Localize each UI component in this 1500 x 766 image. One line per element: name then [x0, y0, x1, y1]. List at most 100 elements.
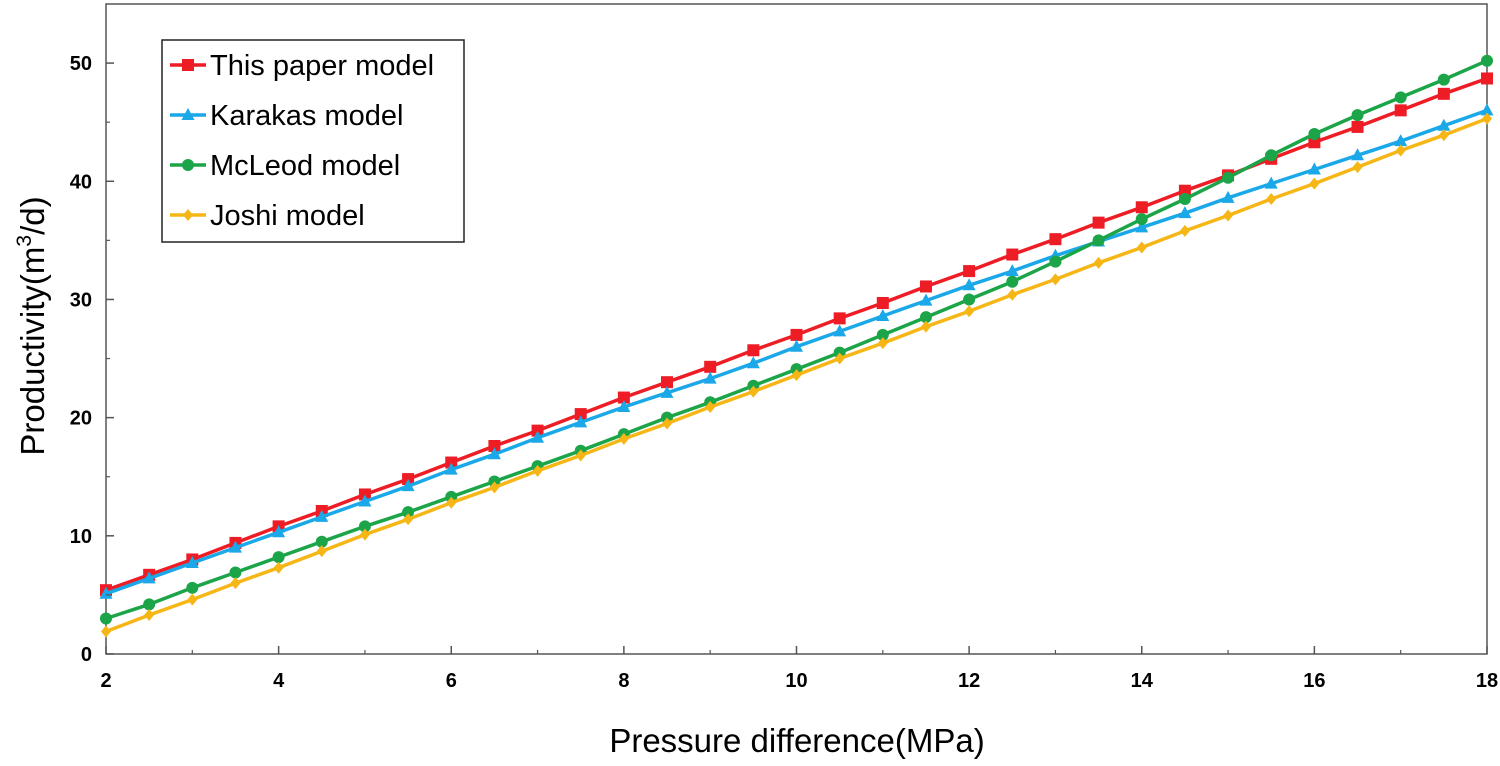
- point-mcleod-model-1: [143, 598, 156, 611]
- point-joshi-model-27: [1266, 193, 1277, 205]
- point-joshi-model-22: [1050, 273, 1061, 286]
- point-karakas-model-0: [99, 586, 113, 599]
- y-axis-label-prefix: Productivity(m: [14, 247, 51, 456]
- point-karakas-model-28: [1307, 162, 1321, 175]
- point-joshi-model-15: [748, 385, 759, 398]
- series-joshi-model: [101, 112, 1492, 638]
- point-mcleod-model-6: [358, 520, 371, 533]
- point-mcleod-model-25: [1178, 193, 1191, 205]
- point-mcleod-model-18: [876, 328, 889, 341]
- point-joshi-model-3: [230, 577, 241, 590]
- point-joshi-model-7: [403, 513, 414, 526]
- point-this-paper-model-11: [574, 408, 587, 421]
- point-joshi-model-12: [618, 432, 629, 445]
- point-mcleod-model-3: [229, 566, 242, 579]
- point-karakas-model-2: [185, 556, 199, 568]
- x-tick-label-10: 10: [785, 670, 807, 692]
- point-this-paper-model-30: [1394, 104, 1407, 117]
- point-karakas-model-6: [358, 494, 372, 507]
- point-joshi-model-5: [316, 545, 327, 558]
- point-mcleod-model-4: [272, 551, 285, 564]
- x-axis-label: Pressure difference(MPa): [609, 722, 984, 759]
- point-mcleod-model-5: [315, 535, 328, 548]
- legend-label-joshi-model: Joshi model: [210, 200, 365, 232]
- point-joshi-model-25: [1179, 224, 1190, 237]
- point-joshi-model-23: [1093, 256, 1104, 269]
- point-this-paper-model-6: [358, 488, 371, 501]
- point-joshi-model-10: [532, 464, 543, 477]
- point-mcleod-model-26: [1222, 171, 1235, 184]
- point-mcleod-model-31: [1437, 73, 1450, 86]
- point-karakas-model-30: [1394, 134, 1408, 147]
- point-joshi-model-1: [144, 609, 155, 621]
- point-this-paper-model-25: [1178, 184, 1191, 197]
- point-this-paper-model-28: [1308, 136, 1321, 149]
- x-tick-label-12: 12: [958, 670, 980, 692]
- y-tick-label-50: 50: [70, 53, 92, 75]
- point-karakas-model-9: [487, 447, 501, 460]
- point-this-paper-model-12: [617, 391, 630, 404]
- point-karakas-model-27: [1264, 176, 1278, 189]
- point-mcleod-model-28: [1308, 128, 1321, 140]
- point-joshi-model-17: [834, 352, 845, 365]
- point-karakas-model-32: [1480, 103, 1494, 116]
- point-this-paper-model-10: [531, 424, 544, 437]
- legend-marker-joshi-model: [183, 209, 193, 221]
- point-karakas-model-5: [315, 509, 329, 522]
- legend-box: [161, 39, 465, 243]
- point-joshi-model-28: [1309, 177, 1320, 190]
- point-mcleod-model-0: [100, 612, 112, 625]
- point-karakas-model-31: [1437, 118, 1451, 131]
- legend-marker-mcleod-model: [182, 159, 194, 171]
- y-tick-label-20: 20: [70, 408, 92, 430]
- y-axis-label: Productivity(m3/d): [13, 196, 51, 455]
- point-mcleod-model-27: [1265, 149, 1278, 162]
- point-karakas-model-8: [444, 462, 458, 475]
- axes: 0 10 20 30 40 50 2 4 6 8 10 12 14 16 18: [70, 53, 1498, 692]
- legend-label-karakas-model: Karakas model: [210, 100, 403, 132]
- point-joshi-model-30: [1395, 144, 1406, 157]
- point-this-paper-model-18: [876, 297, 889, 309]
- y-axis-label-suffix: /d): [14, 196, 51, 235]
- point-this-paper-model-14: [704, 360, 717, 373]
- y-tick-label-40: 40: [70, 171, 92, 193]
- point-joshi-model-13: [662, 417, 673, 430]
- point-karakas-model-20: [962, 278, 976, 291]
- point-karakas-model-26: [1221, 190, 1235, 203]
- x-tick-label-6: 6: [446, 670, 457, 692]
- point-this-paper-model-8: [445, 456, 458, 469]
- series-layer: [99, 54, 1494, 638]
- point-joshi-model-20: [964, 305, 975, 318]
- point-joshi-model-31: [1438, 129, 1449, 142]
- point-joshi-model-21: [1007, 288, 1018, 301]
- point-joshi-model-2: [187, 593, 198, 606]
- x-tick-label-16: 16: [1303, 670, 1325, 692]
- point-this-paper-model-21: [1006, 248, 1019, 261]
- x-tick-label-8: 8: [618, 670, 629, 692]
- point-karakas-model-10: [531, 430, 545, 443]
- point-karakas-model-29: [1351, 148, 1365, 161]
- point-karakas-model-17: [833, 324, 847, 337]
- point-karakas-model-15: [746, 356, 760, 369]
- point-mcleod-model-23: [1092, 234, 1105, 247]
- point-this-paper-model-15: [747, 344, 760, 357]
- point-this-paper-model-31: [1437, 87, 1450, 100]
- point-joshi-model-4: [273, 561, 284, 574]
- x-tick-label-2: 2: [100, 670, 111, 692]
- point-karakas-model-25: [1178, 206, 1192, 219]
- point-this-paper-model-32: [1481, 72, 1493, 85]
- series-karakas-model: [99, 103, 1494, 599]
- y-axis-label-superscript: 3: [13, 235, 36, 247]
- point-karakas-model-19: [919, 293, 933, 306]
- point-joshi-model-6: [359, 528, 370, 541]
- point-mcleod-model-24: [1135, 213, 1148, 226]
- point-karakas-model-1: [142, 571, 156, 584]
- point-karakas-model-14: [703, 371, 717, 384]
- point-mcleod-model-19: [919, 311, 932, 324]
- point-mcleod-model-30: [1394, 91, 1407, 104]
- point-this-paper-model-9: [488, 440, 501, 452]
- point-this-paper-model-22: [1049, 233, 1062, 246]
- point-joshi-model-24: [1136, 241, 1147, 254]
- legend-marker-this-paper-model: [182, 59, 194, 71]
